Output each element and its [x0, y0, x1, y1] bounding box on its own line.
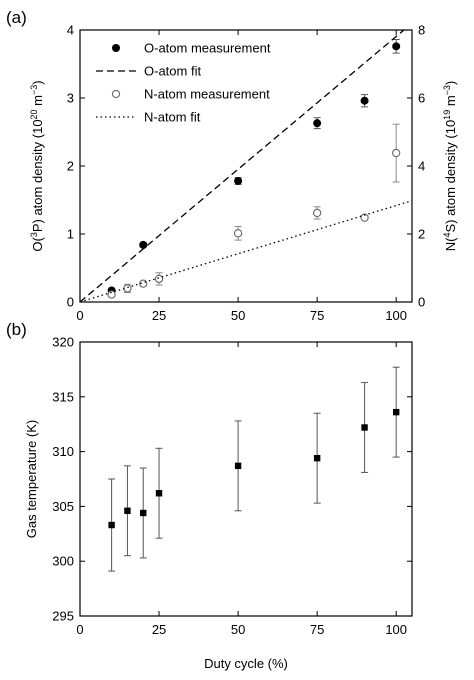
y-tick-label: 315	[52, 389, 74, 404]
data-point	[108, 521, 115, 529]
data-point	[313, 119, 322, 128]
series-series-0	[108, 366, 400, 572]
legend-label: N-atom measurement	[144, 87, 270, 102]
y-axis-title: Gas temperature (K)	[24, 420, 39, 539]
data-point	[123, 284, 132, 293]
x-tick-label: 100	[385, 308, 407, 323]
data-point	[140, 509, 147, 517]
y-axis-title: O(3P) atom density (1020 m−3)	[29, 80, 45, 251]
panel-a: 0 25 50 75 100 0 1 2 3 4 0 2 4 6 8 (a) O(3P) atom densit…	[6, 8, 458, 323]
data-point	[392, 408, 400, 416]
data-point	[360, 96, 369, 105]
x-tick-label: 100	[385, 622, 407, 637]
data-point	[361, 424, 368, 431]
series-n-atom-measurement	[107, 123, 401, 299]
y2-tick-label: 4	[418, 159, 425, 174]
legend-item: N-atom measurement	[111, 87, 270, 102]
y-tick-label: 3	[67, 91, 74, 106]
panel-label: (a)	[6, 8, 27, 27]
x-tick-label: 25	[152, 622, 166, 637]
panel-label: (b)	[6, 320, 27, 339]
data-point	[233, 229, 243, 238]
data-point	[360, 213, 369, 222]
plot-frame	[79, 341, 413, 617]
data-point	[313, 454, 321, 462]
legend: O-atom measurement O-atom fit N-atom measu…	[96, 41, 271, 125]
legend-item: O-atom fit	[96, 64, 201, 79]
legend-swatch	[112, 44, 120, 52]
x-tick-label: 50	[231, 622, 245, 637]
y-tick-label: 1	[67, 227, 74, 242]
series-o-atom-fit	[80, 30, 405, 302]
data-point	[234, 462, 242, 470]
y2-axis-title: N(4S) atom density (1019 m−3)	[442, 81, 458, 252]
x-tick-label: 75	[310, 308, 324, 323]
data-point	[107, 290, 116, 299]
x-tick-label: 0	[76, 622, 83, 637]
legend-item: N-atom fit	[96, 110, 201, 125]
fit-line	[80, 200, 412, 302]
legend-label: N-atom fit	[144, 110, 201, 125]
y-tick-label: 310	[52, 444, 74, 459]
y2-tick-label: 2	[418, 227, 425, 242]
panel-b: 0 25 50 75 100 295 300 305 310 315 320 (b) Gas tempe…	[6, 320, 413, 671]
data-point	[312, 208, 322, 218]
y-tick-label: 0	[67, 295, 74, 310]
y-tick-label: 320	[52, 335, 74, 350]
y2-tick-label: 8	[418, 23, 425, 38]
x-tick-label: 50	[231, 308, 245, 323]
y-tick-label: 2	[67, 159, 74, 174]
legend-label: O-atom fit	[144, 64, 201, 79]
y-tick-label: 305	[52, 499, 74, 514]
y2-tick-label: 6	[418, 91, 425, 106]
x-axis-title: Duty cycle (%)	[204, 656, 288, 671]
legend-swatch	[111, 89, 121, 99]
data-point	[154, 274, 164, 284]
legend-item: O-atom measurement	[112, 41, 271, 56]
y-tick-label: 300	[52, 554, 74, 569]
data-point	[124, 507, 131, 514]
legend-label: O-atom measurement	[144, 41, 271, 56]
y-tick-label: 4	[67, 23, 74, 38]
series-n-atom-fit	[80, 200, 412, 302]
data-point	[155, 490, 163, 497]
data-point	[392, 42, 401, 51]
data-point	[392, 148, 401, 158]
x-tick-label: 75	[310, 622, 324, 637]
data-point	[139, 240, 148, 249]
y2-tick-label: 0	[418, 295, 425, 310]
x-tick-label: 0	[76, 308, 83, 323]
y-tick-label: 295	[52, 609, 74, 624]
fit-line	[80, 30, 405, 302]
x-tick-label: 25	[152, 308, 166, 323]
data-point	[234, 176, 243, 185]
